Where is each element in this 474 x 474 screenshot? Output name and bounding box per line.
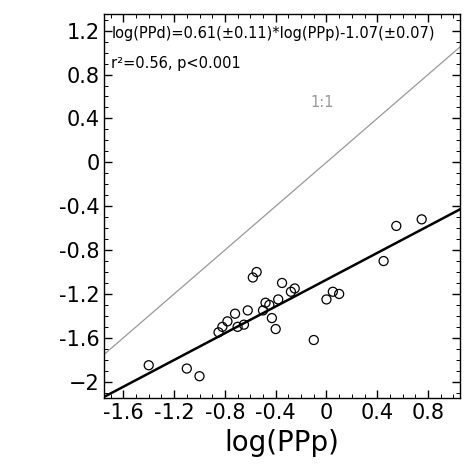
Point	[240, 321, 248, 328]
Point	[380, 257, 387, 265]
Point	[392, 222, 400, 230]
Point	[336, 290, 343, 298]
Point	[323, 296, 330, 303]
Point	[224, 318, 231, 325]
Point	[262, 299, 269, 307]
Point	[215, 328, 222, 336]
Point	[291, 285, 299, 292]
Point	[268, 314, 276, 322]
Point	[310, 336, 318, 344]
Point	[329, 288, 337, 296]
Point	[145, 362, 153, 369]
Point	[287, 288, 295, 296]
Text: r²=0.56, p<0.001: r²=0.56, p<0.001	[111, 56, 241, 72]
Point	[278, 279, 286, 287]
Point	[196, 373, 203, 380]
Point	[418, 216, 426, 223]
Text: 1:1: 1:1	[310, 95, 334, 110]
X-axis label: log(PPp): log(PPp)	[225, 428, 339, 456]
Point	[274, 296, 282, 303]
Point	[234, 323, 241, 331]
Point	[253, 268, 260, 276]
Point	[244, 307, 252, 314]
Point	[272, 325, 280, 333]
Text: log(PPd)=0.61(±0.11)*log(PPp)-1.07(±0.07): log(PPd)=0.61(±0.11)*log(PPp)-1.07(±0.07…	[111, 26, 435, 41]
Point	[265, 301, 273, 309]
Point	[219, 323, 226, 331]
Point	[249, 273, 256, 281]
Point	[259, 307, 267, 314]
Point	[183, 365, 191, 373]
Point	[231, 310, 239, 318]
